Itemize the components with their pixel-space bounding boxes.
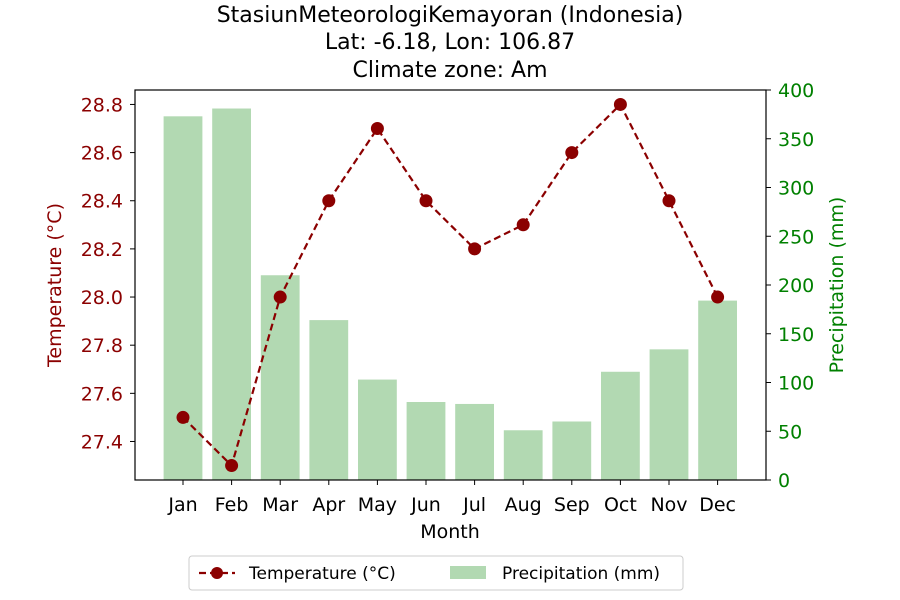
x-tick-label: Jun: [410, 494, 441, 516]
legend-temperature-label: Temperature (°C): [248, 564, 396, 584]
precipitation-bar-oct: [601, 371, 640, 480]
left-tick-label: 28.0: [81, 287, 123, 309]
chart-title-line-3: Climate zone: Am: [352, 58, 547, 83]
chart-title-line-2: Lat: -6.18, Lon: 106.87: [325, 30, 575, 55]
left-tick-label: 28.2: [81, 239, 123, 261]
legend-precipitation-label: Precipitation (mm): [502, 564, 660, 584]
temperature-point-mar: [273, 290, 287, 304]
x-tick-label: Feb: [215, 494, 249, 516]
right-axis-ticks: 0 50 100 150 200 250 300 350 400: [766, 80, 814, 492]
left-tick-label: 27.6: [81, 383, 123, 405]
right-axis-label: Precipitation (mm): [826, 197, 848, 374]
right-tick-label: 300: [778, 178, 814, 200]
left-tick-label: 28.4: [81, 191, 123, 213]
legend-precipitation-swatch: [450, 566, 486, 579]
precipitation-bars: [163, 108, 737, 481]
temperature-point-jun: [419, 194, 433, 208]
temperature-point-sep: [565, 146, 579, 160]
x-tick-label: Jul: [462, 494, 486, 516]
precipitation-bar-feb: [212, 108, 251, 481]
left-tick-label: 28.8: [81, 94, 123, 116]
temperature-point-aug: [516, 218, 530, 232]
x-tick-label: Apr: [312, 494, 345, 516]
x-tick-label: Jan: [167, 494, 197, 516]
precipitation-bar-jun: [406, 402, 446, 480]
left-axis-ticks: 27.4 27.6 27.8 28.0 28.2 28.4 28.6 28.8: [81, 94, 135, 453]
temperature-line-layer: [176, 97, 725, 473]
right-tick-label: 100: [778, 373, 814, 395]
temperature-point-feb: [225, 459, 239, 473]
x-tick-label: May: [358, 494, 397, 516]
x-tick-label: Aug: [505, 494, 542, 516]
precipitation-bar-jan: [163, 116, 203, 480]
x-axis-ticks: Jan Feb Mar Apr May Jun Jul Aug Sep Oct Nov Dec: [167, 480, 736, 516]
precipitation-bar-may: [358, 379, 397, 480]
legend: Temperature (°C) Precipitation (mm): [188, 555, 684, 591]
legend-temperature-marker: [211, 567, 223, 579]
left-tick-label: 27.4: [81, 431, 123, 453]
right-tick-label: 150: [778, 324, 814, 346]
right-tick-label: 200: [778, 275, 814, 297]
x-axis-label: Month: [420, 521, 480, 543]
temperature-point-nov: [662, 194, 676, 208]
temperature-point-jul: [468, 242, 482, 256]
temperature-point-oct: [613, 97, 627, 111]
legend-box: [188, 555, 684, 591]
precipitation-bar-jul: [455, 403, 494, 480]
right-tick-label: 250: [778, 226, 814, 248]
x-tick-label: Nov: [650, 494, 687, 516]
chart-title-line-1: StasiunMeteorologiKemayoran (Indonesia): [217, 3, 684, 28]
precipitation-bar-dec: [698, 300, 737, 480]
precipitation-bar-aug: [503, 430, 543, 480]
precipitation-bar-apr: [309, 320, 349, 480]
precipitation-bar-nov: [649, 349, 689, 480]
temperature-point-may: [370, 122, 384, 136]
temperature-point-jan: [176, 410, 190, 424]
temperature-line: [182, 102, 719, 468]
right-tick-label: 400: [778, 80, 814, 102]
left-tick-label: 28.6: [81, 143, 123, 165]
left-tick-label: 27.8: [81, 335, 123, 357]
temperature-point-apr: [322, 194, 336, 208]
precipitation-bar-mar: [260, 275, 300, 480]
right-tick-label: 0: [778, 470, 790, 492]
temperature-point-dec: [711, 290, 725, 304]
right-tick-label: 50: [778, 421, 802, 443]
x-tick-label: Mar: [262, 494, 298, 516]
left-axis-label: Temperature (°C): [44, 203, 66, 368]
right-tick-label: 350: [778, 129, 814, 151]
x-tick-label: Sep: [554, 494, 590, 516]
precipitation-bar-sep: [552, 421, 592, 480]
x-tick-label: Dec: [699, 494, 736, 516]
x-tick-label: Oct: [604, 494, 637, 516]
